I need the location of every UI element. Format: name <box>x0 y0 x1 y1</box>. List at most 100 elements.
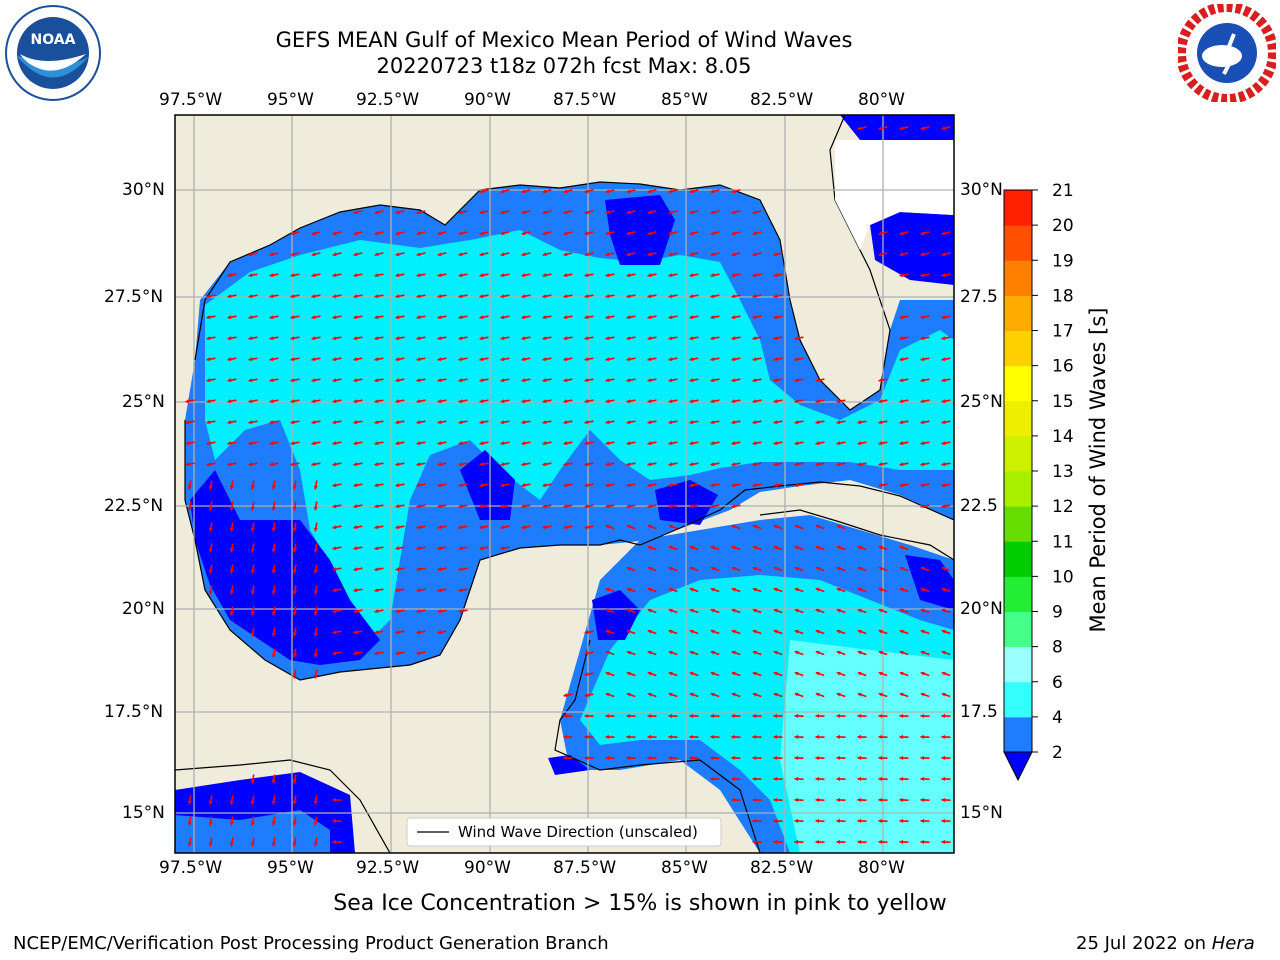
wind-wave-arrowhead <box>899 713 904 719</box>
wind-wave-arrowhead <box>836 797 841 803</box>
wind-wave-arrowhead <box>878 671 883 676</box>
wind-wave-arrowhead <box>752 420 757 425</box>
wind-wave-arrowhead <box>773 545 778 550</box>
wind-wave-arrowhead <box>689 608 694 613</box>
lat-tick-right: 30°N <box>960 180 1003 200</box>
wind-wave-arrowhead <box>899 231 904 236</box>
wind-wave-arrowhead <box>605 441 610 446</box>
wind-wave-arrowhead <box>794 755 799 761</box>
wind-wave-arrowhead <box>626 629 631 634</box>
colorbar-segment <box>1004 365 1032 402</box>
map-legend <box>406 817 722 847</box>
wind-wave-arrowhead <box>878 818 883 824</box>
wind-wave-arrowhead <box>899 734 904 740</box>
wind-wave-arrowhead <box>479 399 484 404</box>
wind-wave-arrowhead <box>920 755 925 761</box>
wind-wave-arrowhead <box>899 462 904 467</box>
wind-wave-arrowhead <box>857 587 862 592</box>
wind-wave-arrowhead <box>668 587 673 592</box>
wind-wave-arrowhead <box>941 378 946 383</box>
wind-wave-arrowhead <box>437 315 442 320</box>
wind-wave-arrowhead <box>836 441 841 446</box>
colorbar-segment <box>1004 190 1032 226</box>
wind-wave-arrowhead <box>311 252 316 257</box>
wind-wave-arrowhead <box>584 755 589 761</box>
wind-wave-arrowhead <box>878 650 883 655</box>
wind-wave-arrowhead <box>416 336 421 341</box>
wind-wave-arrowhead <box>437 336 442 341</box>
wind-wave-arrowhead <box>857 420 862 425</box>
wind-wave-arrowhead <box>878 441 883 446</box>
wind-wave-arrowhead <box>229 611 234 616</box>
wind-wave-arrowhead <box>878 420 883 425</box>
wind-wave-arrowhead <box>479 378 484 383</box>
colorbar-segment <box>1004 506 1032 542</box>
wind-wave-arrowhead <box>689 315 694 320</box>
wind-wave-arrowhead <box>878 462 883 467</box>
wind-wave-arrowhead <box>311 294 316 299</box>
wind-wave-arrowhead <box>836 524 841 529</box>
colorbar-segment <box>1004 260 1032 296</box>
wind-wave-arrowhead <box>731 524 736 529</box>
wind-wave-arrowhead <box>479 546 484 551</box>
wind-wave-arrowhead <box>584 734 589 740</box>
wind-wave-arrowhead <box>710 608 715 613</box>
wind-wave-arrowhead <box>584 189 589 194</box>
wind-wave-arrowhead <box>500 399 505 404</box>
wind-wave-arrowhead <box>626 357 631 362</box>
wind-wave-arrowhead <box>815 797 820 803</box>
wind-wave-arrowhead <box>752 818 757 824</box>
wind-wave-arrowhead <box>878 797 883 803</box>
wind-wave-arrowhead <box>332 546 337 551</box>
wind-wave-arrowhead <box>458 567 463 572</box>
wind-wave-arrowhead <box>290 315 295 320</box>
wind-wave-arrowhead <box>857 650 862 655</box>
wind-wave-arrowhead <box>815 713 820 719</box>
wind-wave-arrowhead <box>395 651 400 656</box>
wind-wave-arrowhead <box>208 485 213 490</box>
wind-wave-arrowhead <box>899 252 904 257</box>
wind-wave-arrowhead <box>584 357 589 362</box>
wind-wave-arrowhead <box>332 462 337 467</box>
wind-wave-arrowhead <box>836 692 841 697</box>
wind-wave-arrowhead <box>647 189 652 194</box>
wind-wave-arrowhead <box>584 210 589 215</box>
wind-wave-arrowhead <box>752 629 757 634</box>
lon-tick-bottom: 87.5°W <box>553 858 617 878</box>
wind-wave-arrowhead <box>458 420 463 425</box>
wind-wave-arrowhead <box>626 441 631 446</box>
wind-wave-arrowhead <box>668 504 673 509</box>
wind-wave-arrowhead <box>269 399 274 404</box>
wind-wave-arrowhead <box>206 420 211 425</box>
wind-wave-arrowhead <box>605 294 610 299</box>
wind-wave-arrowhead <box>271 569 276 574</box>
wind-wave-arrowhead <box>710 671 715 676</box>
wind-wave-arrowhead <box>248 357 253 362</box>
wind-wave-arrowhead <box>941 818 946 824</box>
wind-wave-arrowhead <box>605 524 610 529</box>
wind-wave-arrowhead <box>920 441 925 446</box>
wind-wave-arrowhead <box>248 441 253 446</box>
wind-wave-arrowhead <box>794 734 799 740</box>
wind-wave-arrowhead <box>563 713 568 719</box>
wind-wave-arrowhead <box>250 800 255 805</box>
wind-wave-arrowhead <box>710 252 715 257</box>
wind-wave-arrowhead <box>668 336 673 341</box>
wind-wave-arrowhead <box>250 548 255 553</box>
wind-wave-arrowhead <box>857 776 862 782</box>
wind-wave-arrowhead <box>731 399 736 404</box>
wind-wave-arrowhead <box>878 608 883 613</box>
footer-date: 25 Jul 2022 on Hera <box>1076 933 1255 954</box>
lat-tick-right: 20°N <box>960 599 1003 619</box>
wind-wave-arrowhead <box>416 588 421 593</box>
wind-wave-arrowhead <box>920 566 925 571</box>
wind-wave-arrowhead <box>248 378 253 383</box>
wind-wave-arrowhead <box>731 420 736 425</box>
wind-wave-arrowhead <box>332 818 337 824</box>
wind-wave-arrowhead <box>542 483 547 488</box>
wind-wave-arrowhead <box>857 441 862 446</box>
wind-wave-arrowhead <box>229 506 234 511</box>
wind-wave-arrowhead <box>752 378 757 383</box>
wind-wave-arrowhead <box>878 587 883 592</box>
wind-wave-arrowhead <box>773 818 778 824</box>
